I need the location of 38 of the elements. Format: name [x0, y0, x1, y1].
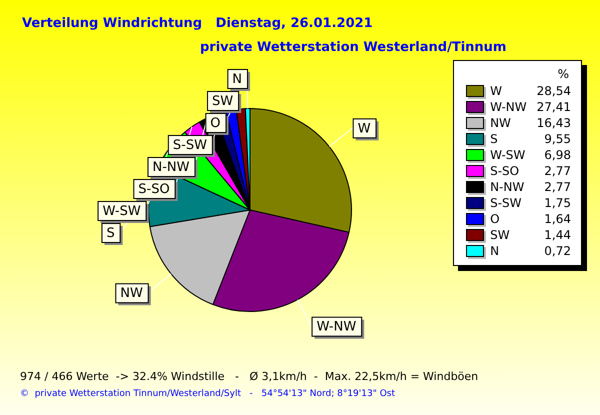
legend-label: S-SO — [489, 163, 520, 179]
slice-label: N — [232, 72, 242, 87]
legend-title: % — [556, 67, 570, 81]
category-label: O — [210, 116, 221, 131]
text: © private Wetterstation Tinnum/Westerland/Sylt - 54°54'13" Nord; 8°19'13" Ost — [20, 389, 396, 399]
data-label: 0,72 — [543, 243, 572, 259]
data-label: 9,55 — [543, 131, 572, 147]
data-label: 1,64 — [543, 211, 572, 227]
data-label: 1,75 — [543, 195, 572, 211]
slice-label: W — [358, 121, 371, 136]
slice-label: S — [106, 226, 115, 241]
legend-label: S-SW — [489, 195, 523, 211]
data-label: 2,77 — [543, 179, 572, 195]
data-label: 1,44 — [543, 227, 572, 243]
slice-label: NW — [120, 286, 143, 302]
legend-label: W — [489, 83, 503, 99]
legend-label: S — [489, 131, 499, 147]
chart-subtitle: private Wetterstation Westerland/Tinnum — [200, 40, 506, 55]
slice-label: W-SW — [102, 204, 141, 219]
data-label: 2,77 — [543, 163, 572, 179]
data-label: 6,98 — [543, 147, 572, 163]
legend-label: N-NW — [489, 179, 526, 195]
legend-label: W-SW — [489, 147, 526, 163]
data-label: 16,43 — [536, 115, 572, 131]
data-label: 28,54 — [536, 83, 572, 99]
category-label: S-SW — [172, 138, 207, 153]
category-label: S-SO — [138, 182, 170, 197]
category-label: N-NW — [152, 160, 190, 175]
chart-title: Verteilung Windrichtung Dienstag, 26.01.2021 — [22, 16, 373, 31]
legend-label: NW — [489, 115, 512, 131]
data-label: 27,41 — [536, 99, 572, 115]
legend-label: W-NW — [489, 99, 528, 115]
legend-label: O — [489, 211, 501, 227]
legend-label: SW — [489, 227, 511, 243]
slice-label: W-NW — [316, 320, 356, 335]
text: 974 / 466 Werte -> 32.4% Windstille - Ø 3,1km/h - Max. 22,5km/h = Windböen — [20, 370, 478, 383]
legend-label: N — [489, 243, 500, 259]
category-label: SW — [212, 94, 234, 109]
